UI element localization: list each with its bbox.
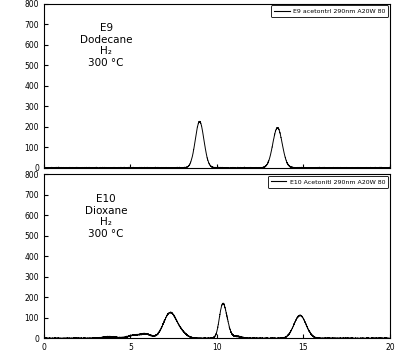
Legend: E9 acetontrl 290nm A20W 80: E9 acetontrl 290nm A20W 80 [271, 5, 388, 17]
Text: E9
Dodecane
H₂
300 °C: E9 Dodecane H₂ 300 °C [80, 23, 133, 68]
Text: E10
Dioxane
H₂
300 °C: E10 Dioxane H₂ 300 °C [85, 194, 127, 239]
Legend: E10 Acetonitl 290nm A20W 80: E10 Acetonitl 290nm A20W 80 [268, 176, 388, 188]
